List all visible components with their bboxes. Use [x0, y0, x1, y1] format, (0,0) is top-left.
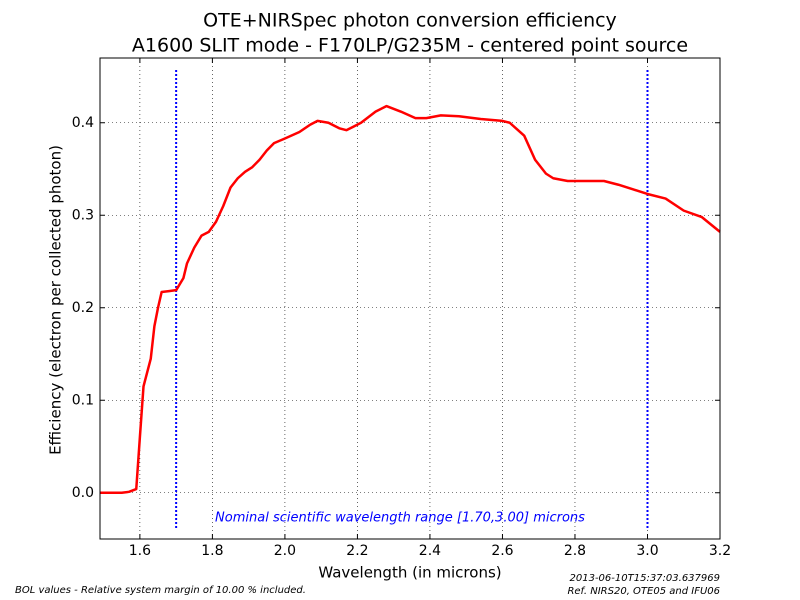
plot-frame [99, 57, 721, 540]
x-tick-label: 2.4 [419, 543, 441, 559]
x-tick-label: 2.6 [491, 543, 513, 559]
y-tick-label: 0.2 [72, 300, 94, 316]
footnote-right: 2013-06-10T15:37:03.637969 [570, 573, 721, 584]
y-tick-label: 0.0 [72, 485, 94, 501]
x-tick-label: 1.8 [201, 543, 223, 559]
y-tick-label: 0.4 [72, 115, 94, 131]
annotation: Nominal scientific wavelength range [1.7… [215, 511, 585, 526]
data-line [100, 104, 721, 494]
x-tick-label: 1.6 [129, 543, 151, 559]
x-tick-label: 3.0 [636, 543, 658, 559]
y-axis-label: Efficiency (electron per collected photo… [47, 145, 65, 455]
x-tick-label: 2.2 [346, 543, 368, 559]
x-tick-label: 3.2 [709, 543, 731, 559]
y-tick-label: 0.1 [72, 392, 94, 408]
chart-subtitle: A1600 SLIT mode - F170LP/G235M - centere… [132, 35, 688, 57]
x-tick-label: 2.0 [274, 543, 296, 559]
footnote-left: BOL values - Relative system margin of 1… [15, 585, 306, 596]
y-tick-label: 0.3 [72, 207, 94, 223]
x-axis-label: Wavelength (in microns) [318, 564, 501, 582]
footnote-right: Ref. NIRS20, OTE05 and IFU06 [567, 586, 720, 597]
chart-title: OTE+NIRSpec photon conversion efficiency [203, 10, 617, 32]
x-tick-label: 2.8 [564, 543, 586, 559]
